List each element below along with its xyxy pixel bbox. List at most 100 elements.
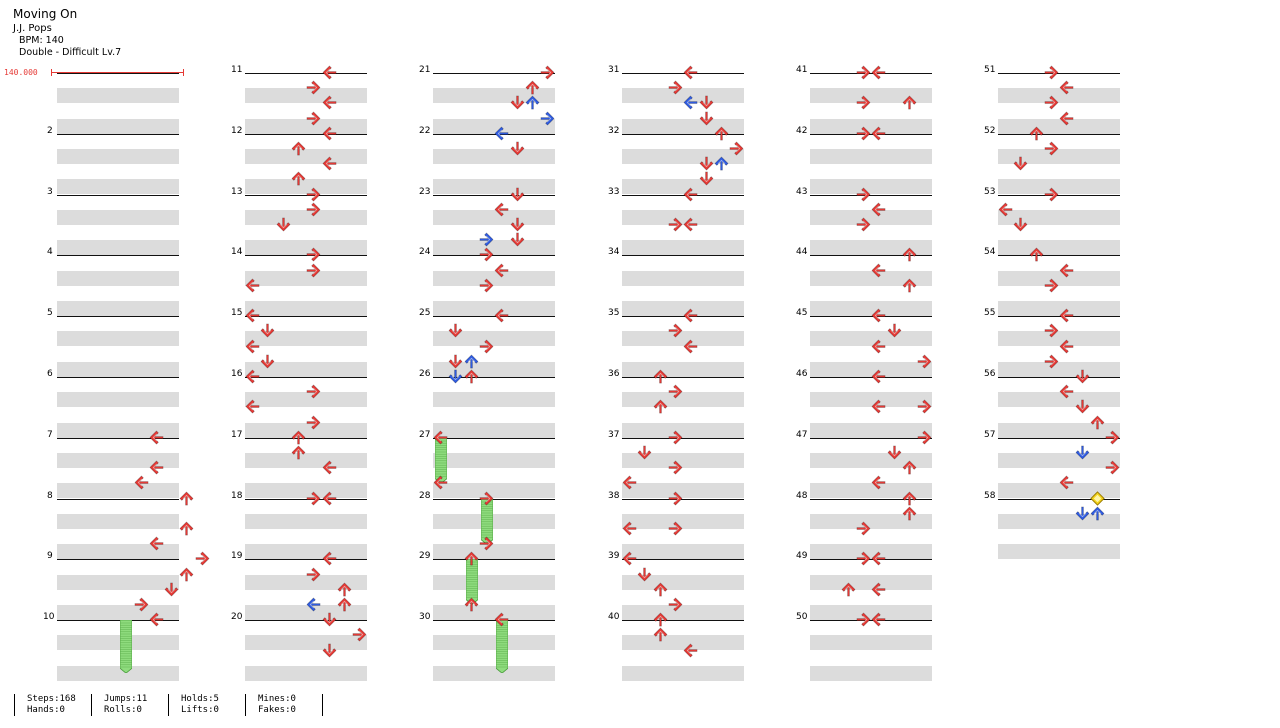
- right-arrow-icon: [306, 263, 321, 278]
- beat-band: [998, 331, 1120, 347]
- beat-band: [810, 453, 932, 468]
- down-arrow-icon: [699, 95, 714, 110]
- measure-line: [433, 133, 555, 135]
- down-arrow-icon: [510, 232, 525, 247]
- measure-number: 37: [608, 429, 620, 440]
- measure-line: [998, 377, 1120, 378]
- up-arrow-icon: [1029, 247, 1044, 262]
- left-arrow-icon: [494, 263, 509, 278]
- beat-band: [245, 149, 367, 164]
- right-arrow-icon: [134, 597, 149, 612]
- left-arrow-icon: [1059, 384, 1074, 399]
- right-arrow-icon: [352, 627, 367, 642]
- measure-number: 29: [419, 551, 431, 562]
- left-arrow-icon: [622, 475, 637, 490]
- measure-number: 6: [47, 369, 53, 379]
- left-arrow-icon: [322, 491, 337, 506]
- measure-number: 36: [608, 369, 620, 379]
- left-arrow-icon: [871, 308, 886, 323]
- right-arrow-icon: [540, 111, 555, 126]
- beat-band: [57, 331, 179, 347]
- up-arrow-icon: [902, 247, 917, 262]
- beat-band: [622, 574, 744, 590]
- beat-band: [245, 422, 367, 438]
- left-arrow-icon: [494, 612, 509, 627]
- beat-band: [245, 209, 367, 225]
- left-arrow-icon: [1059, 263, 1074, 278]
- right-arrow-icon: [668, 430, 683, 445]
- measure-line: [622, 316, 744, 318]
- beat-band: [57, 240, 179, 256]
- beat-band: [245, 240, 367, 256]
- left-arrow-icon: [149, 430, 164, 445]
- beat-band: [998, 453, 1120, 468]
- bpm-text: BPM: 140: [19, 35, 64, 46]
- measure-number: 53: [984, 186, 996, 197]
- beat-band: [57, 301, 179, 316]
- measure-line: [57, 437, 179, 439]
- measure-number: 45: [796, 308, 808, 319]
- beat-band: [622, 544, 744, 560]
- right-arrow-icon: [856, 65, 871, 80]
- stat-cell: Jumps:11 Rolls:0: [91, 694, 168, 716]
- right-arrow-icon: [856, 126, 871, 141]
- left-arrow-icon: [683, 187, 698, 202]
- beat-band: [622, 635, 744, 651]
- beat-band: [622, 483, 744, 499]
- beat-band: [998, 209, 1120, 225]
- right-arrow-icon: [1044, 278, 1059, 293]
- right-arrow-icon: [1044, 354, 1059, 369]
- right-arrow-icon: [306, 567, 321, 582]
- measure-line: [998, 133, 1120, 135]
- left-arrow-icon: [683, 308, 698, 323]
- up-arrow-icon: [902, 506, 917, 521]
- measure-line: [810, 498, 932, 500]
- measure-number: 14: [231, 247, 243, 258]
- down-arrow-icon: [164, 582, 179, 597]
- measure-number: 27: [419, 429, 431, 440]
- stat-secondary: Rolls:0: [104, 705, 142, 715]
- measure-line: [998, 498, 1120, 500]
- up-arrow-icon: [291, 445, 306, 460]
- left-arrow-icon: [433, 430, 448, 445]
- measure-number: 4: [47, 247, 53, 258]
- measure-number: 10: [43, 612, 55, 623]
- beat-band: [245, 118, 367, 134]
- hold-note: [435, 437, 447, 484]
- beat-band: [245, 331, 367, 347]
- down-arrow-icon: [1075, 506, 1090, 521]
- up-arrow-icon: [902, 95, 917, 110]
- beat-band: [810, 240, 932, 256]
- right-arrow-icon: [668, 597, 683, 612]
- down-arrow-icon: [699, 111, 714, 126]
- up-arrow-icon: [291, 171, 306, 186]
- measure-number: 24: [419, 247, 431, 258]
- bpm-marker-end: [183, 69, 184, 76]
- stat-primary: Holds:5: [181, 694, 219, 704]
- up-arrow-icon: [714, 126, 729, 141]
- up-arrow-icon: [902, 460, 917, 475]
- measure-number: 58: [984, 490, 996, 501]
- right-arrow-icon: [540, 65, 555, 80]
- beat-band: [998, 361, 1120, 377]
- left-arrow-icon: [1059, 308, 1074, 323]
- measure-line: [810, 620, 932, 622]
- up-arrow-icon: [525, 95, 540, 110]
- beat-band: [57, 361, 179, 377]
- right-arrow-icon: [306, 247, 321, 262]
- measure-line: [622, 498, 744, 500]
- measure-line: [433, 559, 555, 561]
- beat-band: [433, 392, 555, 408]
- beat-band: [433, 635, 555, 651]
- down-arrow-icon: [510, 217, 525, 232]
- down-arrow-icon: [1013, 217, 1028, 232]
- chart-difficulty: Double - Difficult Lv.7: [19, 47, 122, 58]
- beat-band: [622, 453, 744, 468]
- measure-number: 42: [796, 125, 808, 136]
- measure-number: 17: [231, 429, 243, 440]
- measure-line: [810, 73, 932, 74]
- measure-number: 32: [608, 125, 620, 136]
- right-arrow-icon: [1105, 430, 1120, 445]
- measure-number: 25: [419, 308, 431, 319]
- measure-line: [433, 73, 555, 74]
